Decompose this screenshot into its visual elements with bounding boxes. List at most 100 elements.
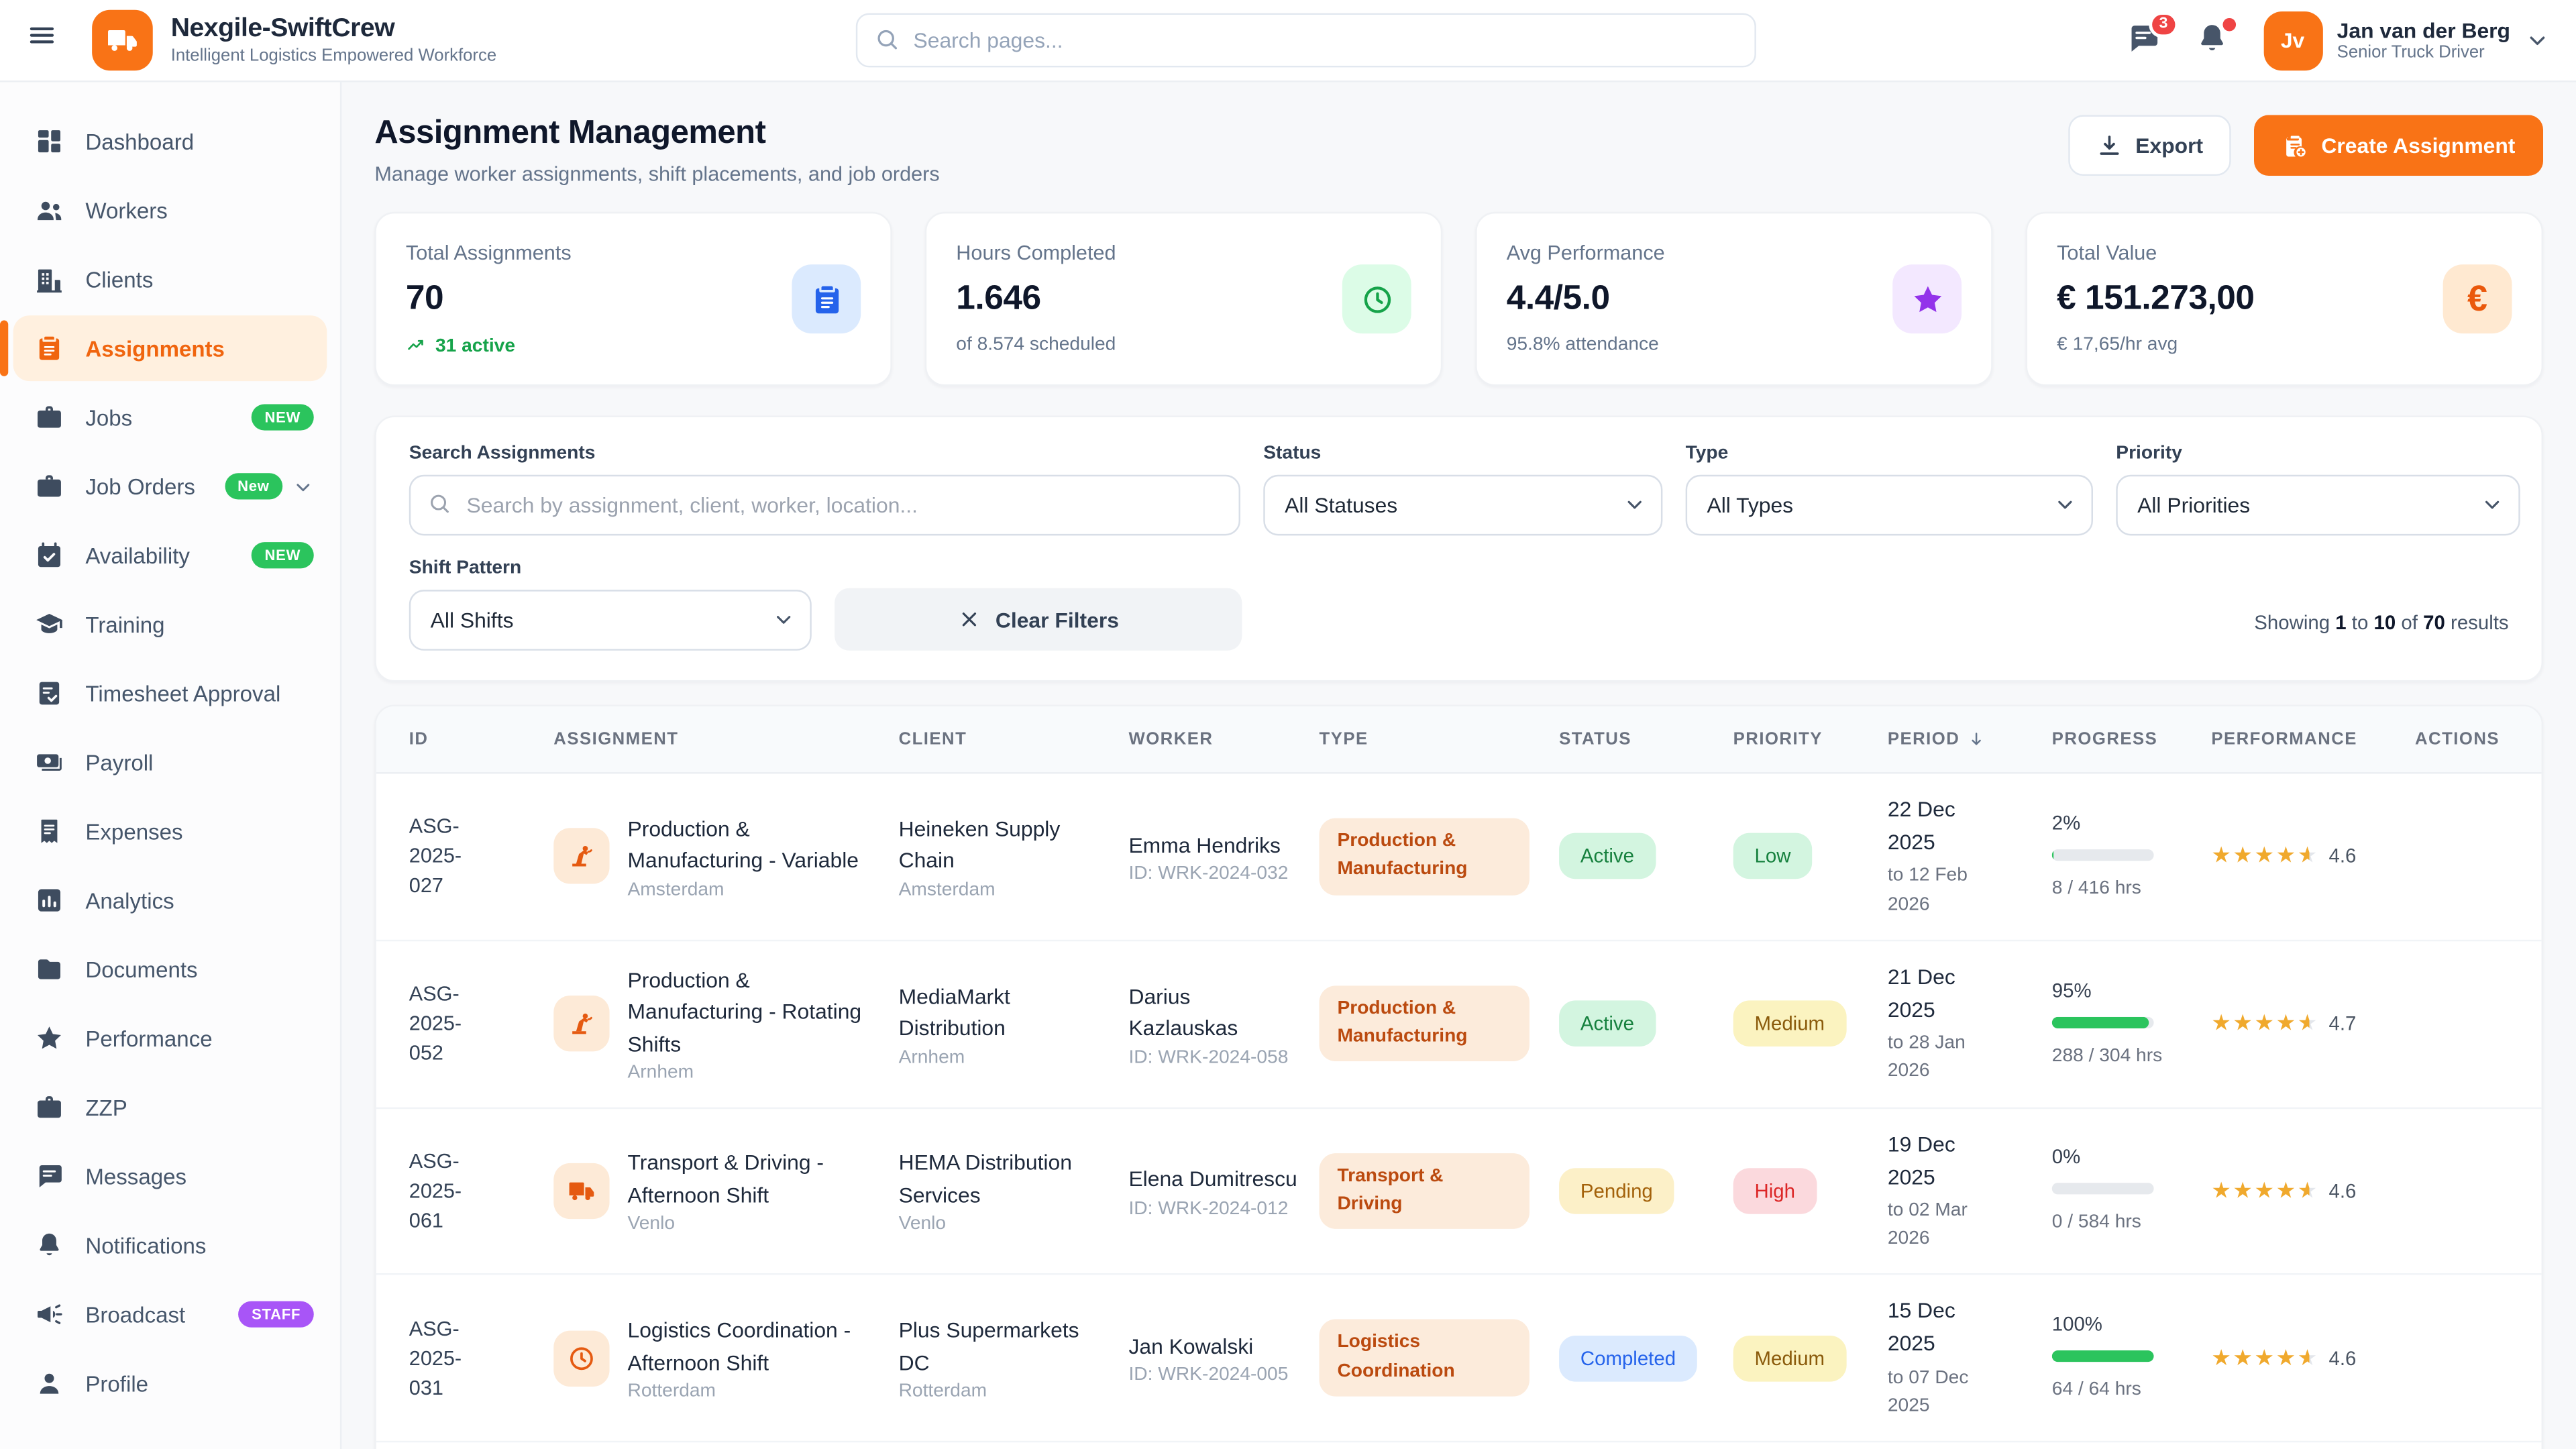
sidebar-item-training[interactable]: Training xyxy=(13,592,327,657)
sidebar-item-expenses[interactable]: Expenses xyxy=(13,798,327,864)
column-header-assignment[interactable]: ASSIGNMENT xyxy=(553,729,679,749)
status-select[interactable]: All Statuses xyxy=(1263,474,1663,536)
user-menu[interactable]: Jv Jan van der Berg Senior Truck Driver xyxy=(2263,10,2549,70)
menu-toggle-button[interactable] xyxy=(26,19,69,62)
table-row[interactable]: ASG-2025-052 Production & Manufacturing … xyxy=(376,941,2542,1108)
pencil-icon xyxy=(2463,1010,2491,1038)
status-badge: Pending xyxy=(1559,1168,1674,1214)
global-search-input[interactable] xyxy=(855,13,1756,68)
filters-panel: Search Assignments Status All Statuses xyxy=(374,415,2544,682)
sidebar-item-messages[interactable]: Messages xyxy=(13,1143,327,1209)
sidebar-item-payroll[interactable]: Payroll xyxy=(13,729,327,795)
sidebar-item-performance[interactable]: Performance xyxy=(13,1006,327,1071)
column-header-type[interactable]: TYPE xyxy=(1319,729,1368,749)
sidebar-item-availability[interactable]: Availability NEW xyxy=(13,523,327,588)
table-row[interactable]: ASG-2025-027 Production & Manufacturing … xyxy=(376,773,2542,941)
column-header-progress[interactable]: PROGRESS xyxy=(2051,729,2158,749)
sidebar-item-dashboard[interactable]: Dashboard xyxy=(13,109,327,174)
sidebar-item-label: Availability xyxy=(85,543,190,568)
brand-block: Nexgile-SwiftCrew Intelligent Logistics … xyxy=(171,15,496,66)
column-header-worker[interactable]: WORKER xyxy=(1128,729,1214,749)
sidebar-item-workers[interactable]: Workers xyxy=(13,177,327,243)
search-icon xyxy=(427,491,452,516)
sidebar-item-clients[interactable]: Clients xyxy=(13,246,327,312)
global-search xyxy=(855,13,1756,68)
column-header-id[interactable]: ID xyxy=(409,729,429,749)
view-button[interactable] xyxy=(2415,1010,2443,1038)
results-summary: Showing 1 to 10 of 70 results xyxy=(2254,611,2509,635)
progress-hours: 8 / 416 hrs xyxy=(2051,878,2141,899)
table-row[interactable]: ASG-2025-061 Transport & Driving - After… xyxy=(376,1108,2542,1276)
sidebar-item-documents[interactable]: Documents xyxy=(13,936,327,1002)
progress-hours: 0 / 584 hrs xyxy=(2051,1213,2141,1233)
view-button[interactable] xyxy=(2415,843,2443,871)
create-assignment-button[interactable]: Create Assignment xyxy=(2254,115,2544,176)
shift-pattern-select[interactable]: All Shifts xyxy=(409,590,812,651)
progress-bar xyxy=(2051,1350,2154,1362)
create-assignment-label: Create Assignment xyxy=(2321,133,2516,158)
export-button[interactable]: Export xyxy=(2068,115,2231,176)
worker-name: Darius Kazlauskas xyxy=(1128,983,1238,1040)
type-select[interactable]: All Types xyxy=(1685,474,2093,536)
edit-button[interactable] xyxy=(2463,1344,2491,1373)
messages-count-badge: 3 xyxy=(2149,10,2178,38)
status-badge: Active xyxy=(1559,833,1656,880)
sidebar-item-broadcast[interactable]: Broadcast STAFF xyxy=(13,1281,327,1347)
edit-button[interactable] xyxy=(2463,1177,2491,1205)
edit-button[interactable] xyxy=(2463,843,2491,871)
column-header-priority[interactable]: PRIORITY xyxy=(1733,729,1823,749)
clear-filters-button[interactable]: Clear Filters xyxy=(835,588,1242,651)
period-start: 19 Dec 2025 xyxy=(1887,1131,1955,1189)
progress-bar xyxy=(2051,1183,2154,1195)
sidebar-item-zzp[interactable]: ZZP xyxy=(13,1075,327,1140)
assignment-location: Arnhem xyxy=(627,1063,694,1083)
brand-title: Nexgile-SwiftCrew xyxy=(170,15,395,43)
sidebar-item-job-orders[interactable]: Job Orders New xyxy=(13,453,327,519)
sidebar-item-notifications[interactable]: Notifications xyxy=(13,1212,327,1278)
close-icon xyxy=(958,608,981,631)
progress-percent: 2% xyxy=(2051,811,2081,835)
assignment-location: Rotterdam xyxy=(627,1382,716,1402)
sidebar-item-profile[interactable]: Profile xyxy=(13,1350,327,1416)
worker-id: ID: WRK-2024-058 xyxy=(1128,1047,1289,1068)
sidebar-item-analytics[interactable]: Analytics xyxy=(13,867,327,933)
edit-button[interactable] xyxy=(2463,1010,2491,1038)
sidebar-item-jobs[interactable]: Jobs NEW xyxy=(13,384,327,450)
worker-name: Emma Hendriks xyxy=(1128,832,1281,857)
messages-button[interactable]: 3 xyxy=(2125,10,2178,60)
period-end: to 28 Jan 2026 xyxy=(1887,1033,1966,1082)
filter-search-block: Search Assignments xyxy=(409,443,1240,536)
eye-icon xyxy=(2415,1010,2443,1038)
results-from: 1 xyxy=(2335,611,2347,635)
stat-card: Total Value € 151.273,00 € 17,65/hr avg … xyxy=(2025,211,2544,386)
assignments-search-input[interactable] xyxy=(409,474,1240,536)
period-start: 21 Dec 2025 xyxy=(1887,964,1955,1022)
results-to: 10 xyxy=(2373,611,2396,635)
priority-select[interactable]: All Priorities xyxy=(2116,474,2520,536)
nav-badge: NEW xyxy=(251,404,314,431)
sidebar-item-assignments[interactable]: Assignments xyxy=(0,315,327,382)
column-header-performance[interactable]: PERFORMANCE xyxy=(2211,729,2357,749)
user-role: Senior Truck Driver xyxy=(2337,43,2485,63)
table-row[interactable]: ASG-2025-031 Logistics Coordination - Af… xyxy=(376,1275,2542,1443)
notifications-button[interactable] xyxy=(2194,17,2235,60)
view-button[interactable] xyxy=(2415,1177,2443,1205)
type-badge: Logistics Coordination xyxy=(1319,1320,1529,1397)
sidebar: Dashboard Workers Clients Assignments Jo… xyxy=(0,82,342,1449)
sidebar-item-label: Dashboard xyxy=(85,129,195,154)
euro-icon: € xyxy=(2467,277,2488,319)
trending-up-icon xyxy=(406,335,427,357)
column-header-status[interactable]: STATUS xyxy=(1559,729,1631,749)
progress-percent: 0% xyxy=(2051,1145,2081,1169)
clock-icon xyxy=(567,1344,596,1373)
star-rating: ★★★★★ xyxy=(2211,1010,2319,1036)
column-header-period[interactable]: PERIOD xyxy=(1888,706,2052,772)
table-row[interactable]: ASG-2025-065 Production & Manufacturing … xyxy=(376,1443,2542,1449)
shift-pattern-label: Shift Pattern xyxy=(409,558,522,579)
column-header-actions[interactable]: ACTIONS xyxy=(2415,729,2500,749)
column-header-client[interactable]: CLIENT xyxy=(898,729,967,749)
view-button[interactable] xyxy=(2415,1344,2443,1373)
sidebar-item-label: Expenses xyxy=(85,818,183,844)
sidebar-item-timesheet-approval[interactable]: Timesheet Approval xyxy=(13,660,327,726)
assignment-id: ASG-2025-052 xyxy=(409,982,462,1065)
